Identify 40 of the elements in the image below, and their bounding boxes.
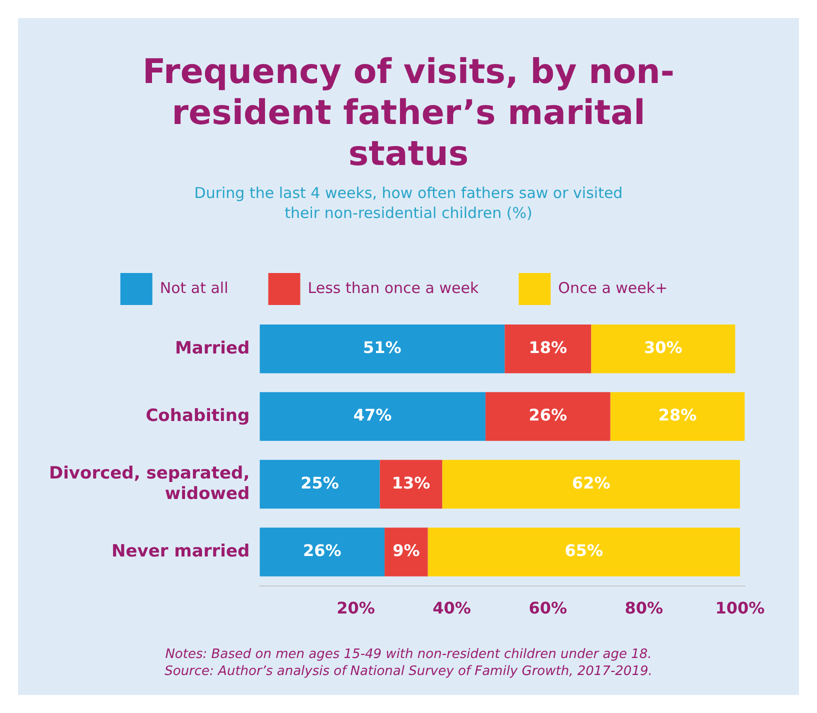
bar xyxy=(484,392,610,442)
data-label: 65% xyxy=(564,541,603,560)
data-label: 62% xyxy=(571,474,610,493)
source-note: Source: Author’s analysis of National Survey of Family Growth, 2017-2019. xyxy=(164,664,652,680)
bar xyxy=(610,392,744,442)
data-label: 47% xyxy=(352,406,392,426)
x-tick-label: 60% xyxy=(528,598,567,618)
legend-label: Less than once a week xyxy=(307,279,478,298)
data-label: 9% xyxy=(392,541,420,560)
bar xyxy=(384,528,428,577)
y-tick-label: Cohabiting xyxy=(145,406,250,426)
bar xyxy=(379,460,442,510)
data-label: 28% xyxy=(658,406,696,426)
y-tick-label: Never married xyxy=(111,542,250,562)
legend-label: Once a week+ xyxy=(558,279,668,298)
data-label: 13% xyxy=(391,474,430,493)
data-label: 26% xyxy=(528,406,567,426)
bar xyxy=(259,528,384,577)
data-label: 51% xyxy=(362,338,401,358)
chart-title: Frequency of visits, by non-resident father’s marital status xyxy=(142,52,676,174)
data-label: 26% xyxy=(302,541,341,560)
y-tick-label: Divorced, separated, widowed xyxy=(48,464,250,504)
x-tick-label: 20% xyxy=(336,598,374,618)
bar xyxy=(259,324,504,374)
bar xyxy=(259,392,485,442)
bar xyxy=(590,324,735,374)
y-tick-label: Married xyxy=(174,338,250,359)
data-label: 18% xyxy=(528,338,567,358)
x-tick-label: 80% xyxy=(624,598,663,618)
bar xyxy=(504,324,591,374)
legend-label: Not at all xyxy=(159,279,228,298)
x-tick-label: 40% xyxy=(432,598,470,618)
text: Notes: Based on men ages 15-49 with non-resident children under age 18. xyxy=(165,647,652,662)
x-tick-label: 100% xyxy=(714,598,764,618)
bar xyxy=(442,460,740,510)
data-label: 30% xyxy=(643,338,682,358)
data-label: 25% xyxy=(300,474,338,493)
bar xyxy=(427,528,740,577)
chart-subtitle: During the last 4 weeks, how often fathers saw or visited their non-residential children (%) xyxy=(193,184,624,224)
bar xyxy=(259,460,380,510)
